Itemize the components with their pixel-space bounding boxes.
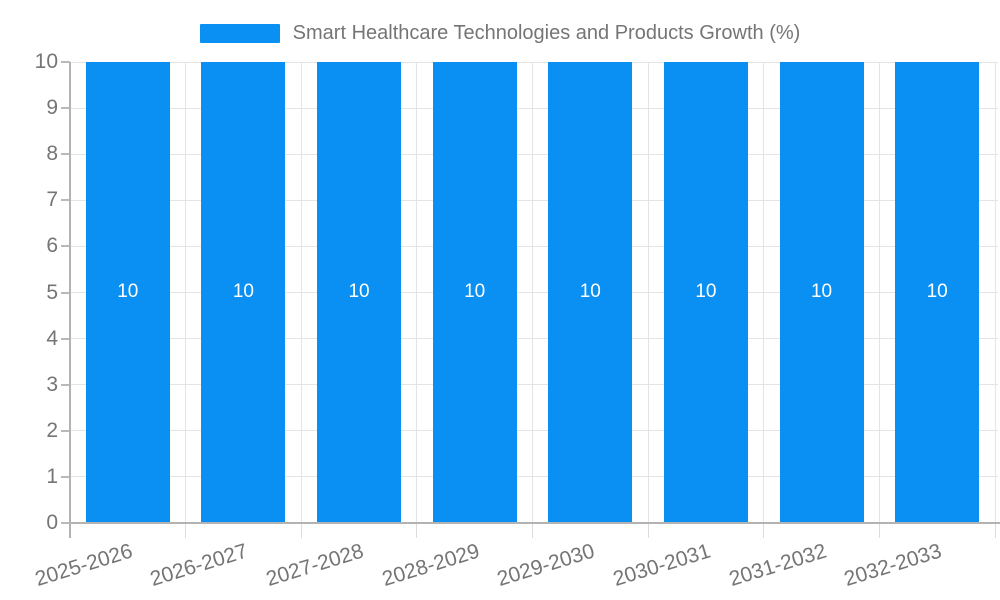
legend[interactable]: Smart Healthcare Technologies and Produc… [0, 20, 1000, 46]
y-axis-tick [61, 383, 70, 386]
y-gridline [70, 107, 998, 109]
y-axis-tick [61, 153, 70, 156]
x-gridline [878, 62, 880, 523]
y-tick-label: 8 [46, 142, 58, 166]
y-axis-tick [61, 245, 70, 248]
y-gridline [70, 384, 998, 386]
x-gridline [994, 62, 996, 523]
y-tick-label: 9 [46, 96, 58, 120]
bar[interactable] [201, 62, 286, 523]
bar[interactable] [317, 62, 402, 523]
x-axis-tick [994, 523, 996, 538]
x-axis-tick [300, 523, 302, 538]
bar[interactable] [779, 62, 864, 523]
bar[interactable] [432, 62, 517, 523]
x-gridline [300, 62, 302, 523]
y-axis-tick [61, 107, 70, 110]
x-gridline [532, 62, 533, 523]
y-gridline [70, 430, 998, 432]
x-axis-tick [532, 523, 533, 538]
legend-label: Smart Healthcare Technologies and Produc… [292, 21, 801, 44]
y-tick-label: 1 [46, 464, 58, 488]
y-gridline [70, 61, 998, 63]
y-axis-tick [61, 522, 70, 524]
x-gridline [647, 62, 649, 523]
y-tick-label: 0 [46, 511, 58, 534]
bar[interactable] [548, 62, 633, 523]
y-gridline [70, 476, 998, 478]
y-tick-label: 7 [46, 188, 58, 212]
x-axis-tick [185, 523, 187, 538]
x-axis-line [70, 522, 1000, 524]
y-axis-tick [61, 429, 70, 432]
y-tick-label: 4 [46, 326, 58, 350]
y-axis-tick [61, 291, 70, 294]
y-gridline [70, 245, 998, 247]
y-gridline [70, 153, 998, 155]
y-axis-tick [61, 475, 70, 478]
y-gridline [70, 292, 998, 293]
y-gridline [70, 199, 998, 201]
bar[interactable] [895, 62, 980, 523]
y-tick-label: 2 [46, 418, 58, 442]
y-tick-label: 3 [46, 372, 58, 396]
bar[interactable] [663, 62, 748, 523]
x-axis-tick [763, 523, 765, 538]
x-gridline [185, 62, 187, 523]
y-axis-tick [61, 61, 70, 63]
legend-swatch [199, 23, 280, 43]
y-tick-label: 10 [34, 50, 58, 73]
y-gridline [70, 338, 998, 340]
x-gridline [763, 62, 765, 523]
y-axis-tick [61, 337, 70, 340]
x-axis-tick [878, 523, 880, 538]
bar[interactable] [85, 62, 170, 523]
y-axis-line [69, 62, 71, 538]
x-gridline [416, 62, 418, 523]
y-tick-label: 6 [46, 234, 58, 258]
y-tick-label: 5 [46, 280, 58, 304]
x-axis-tick [416, 523, 418, 538]
y-axis-tick [61, 199, 70, 202]
x-axis-tick [647, 523, 649, 538]
